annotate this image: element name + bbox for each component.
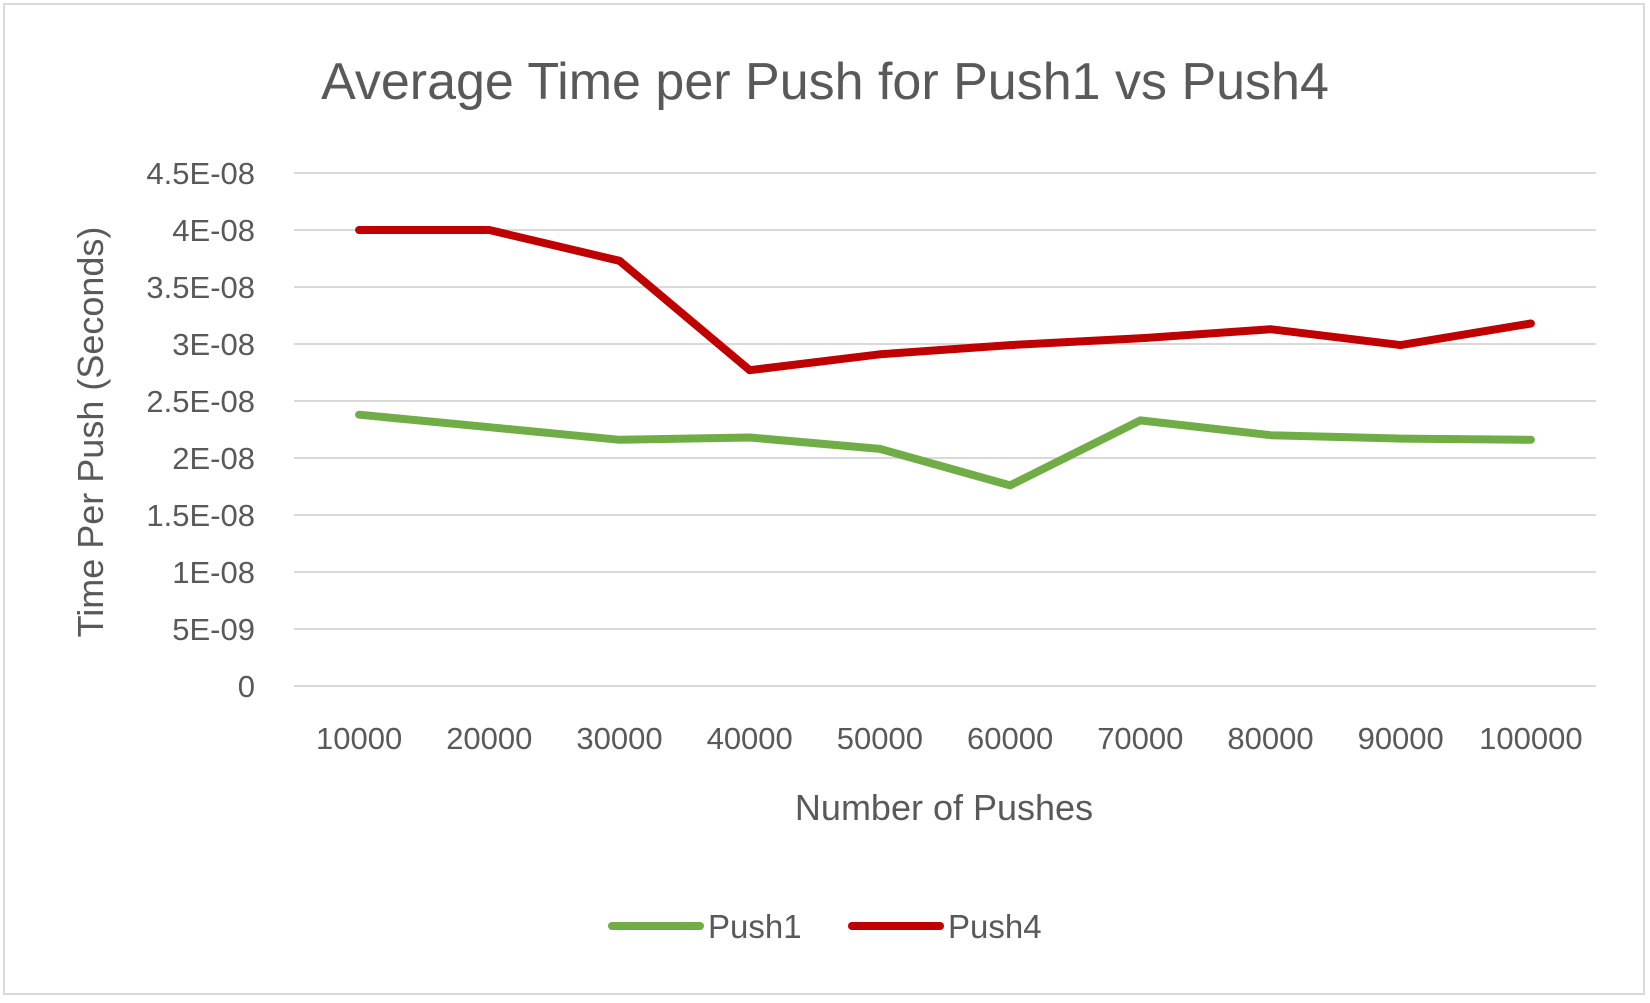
x-tick-label: 40000 (707, 721, 793, 756)
legend: Push1 Push4 (608, 908, 1042, 945)
y-axis-ticks: 0 5E-09 1E-08 1.5E-08 2E-08 2.5E-08 3E-08 3.5E-… (146, 156, 255, 704)
x-tick-label: 20000 (446, 721, 532, 756)
y-tick-label: 1E-08 (172, 555, 255, 590)
x-tick-label: 60000 (967, 721, 1053, 756)
x-tick-label: 70000 (1097, 721, 1183, 756)
y-tick-label: 5E-09 (172, 612, 255, 647)
y-tick-label: 4.5E-08 (146, 156, 255, 191)
y-tick-label: 3.5E-08 (146, 270, 255, 305)
x-tick-label: 90000 (1358, 721, 1444, 756)
y-tick-label: 0 (238, 669, 255, 704)
y-tick-label: 3E-08 (172, 327, 255, 362)
x-axis-ticks: 10000 20000 30000 40000 50000 60000 70000 80000… (316, 721, 1583, 756)
chart-frame (3, 3, 1645, 995)
x-tick-label: 80000 (1227, 721, 1313, 756)
x-tick-label: 50000 (837, 721, 923, 756)
series-line-push4 (355, 226, 1535, 375)
x-tick-label: 10000 (316, 721, 402, 756)
y-tick-label: 1.5E-08 (146, 498, 255, 533)
legend-label: Push4 (948, 908, 1042, 945)
chart-title: Average Time per Push for Push1 vs Push4 (321, 53, 1329, 111)
y-axis-title: Time Per Push (Seconds) (70, 227, 111, 638)
x-axis-title: Number of Pushes (795, 787, 1093, 828)
y-tick-label: 2E-08 (172, 441, 255, 476)
series-line-push1 (355, 410, 1535, 490)
y-tick-label: 4E-08 (172, 213, 255, 248)
series-lines (355, 226, 1535, 490)
legend-label: Push1 (708, 908, 802, 945)
x-tick-label: 30000 (576, 721, 662, 756)
x-tick-label: 100000 (1479, 721, 1582, 756)
y-tick-label: 2.5E-08 (146, 384, 255, 419)
